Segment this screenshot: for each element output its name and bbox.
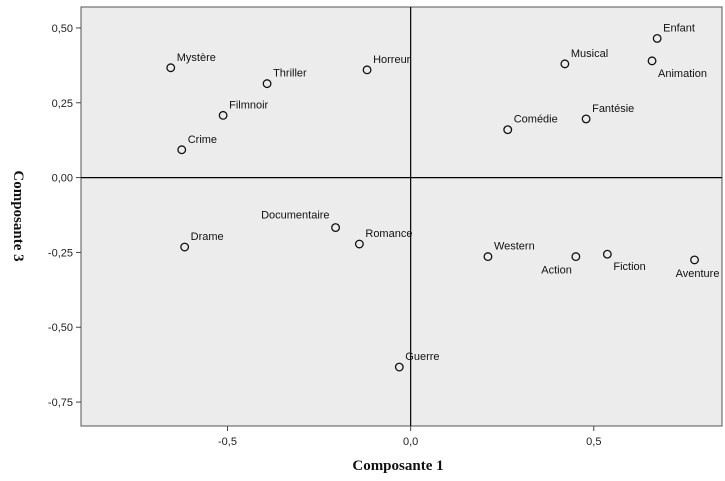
point-label-aventure: Aventure	[676, 268, 720, 280]
point-western	[483, 252, 493, 262]
point-label-action: Action	[541, 265, 572, 277]
point-label-guerre: Guerre	[405, 351, 439, 363]
point-label-drame: Drame	[191, 231, 224, 243]
y-tick-label: 0,25	[52, 98, 73, 110]
point-mystere	[166, 63, 176, 73]
reference-lines	[81, 7, 722, 426]
x-tick-label: 0,0	[403, 436, 418, 448]
point-comedie	[503, 125, 513, 135]
point-label-comedie: Comédie	[514, 114, 558, 126]
point-fiction	[602, 249, 612, 259]
x-tick-label: -0,5	[218, 436, 237, 448]
x-axis-title: Composante 1	[352, 458, 443, 474]
point-romance	[354, 239, 364, 249]
y-tick-label: 0,00	[52, 173, 73, 185]
point-crime	[177, 145, 187, 155]
point-label-musical: Musical	[571, 48, 608, 60]
y-tick-label: -0,75	[48, 397, 73, 409]
y-tick-label: 0,50	[52, 23, 73, 35]
point-label-fantesie: Fantésie	[592, 103, 634, 115]
point-label-fiction: Fiction	[613, 261, 645, 273]
point-label-animation: Animation	[658, 68, 707, 80]
point-label-filmnoir: Filmnoir	[229, 99, 268, 111]
point-horreur	[362, 65, 372, 75]
point-label-thriller: Thriller	[273, 68, 307, 80]
point-label-crime: Crime	[188, 134, 217, 146]
point-label-horreur: Horreur	[373, 54, 411, 66]
point-action	[571, 252, 581, 262]
point-filmnoir	[218, 110, 228, 120]
point-fantesie	[581, 114, 591, 124]
plot-area	[80, 6, 723, 427]
point-enfant	[652, 33, 662, 43]
point-thriller	[262, 79, 272, 89]
point-documentaire	[331, 223, 341, 233]
point-label-romance: Romance	[365, 228, 412, 240]
point-label-documentaire: Documentaire	[261, 210, 329, 222]
point-label-mystere: Mystère	[177, 52, 216, 64]
data-points: Mystère Thriller Horreur Filmnoir Crime Music…	[166, 22, 720, 372]
x-tick-label: 0,5	[586, 436, 601, 448]
y-axis-title: Composante 3	[10, 170, 26, 261]
point-musical	[560, 59, 570, 69]
point-aventure	[690, 255, 699, 265]
point-drame	[180, 242, 190, 252]
point-label-enfant: Enfant	[663, 22, 695, 34]
y-axis-ticks: 0,50 0,25 0,00 -0,25 -0,50 -0,75	[48, 23, 81, 409]
y-tick-label: -0,50	[48, 322, 73, 334]
point-guerre	[394, 362, 404, 372]
point-animation	[647, 56, 657, 66]
y-tick-label: -0,25	[48, 247, 73, 259]
point-label-western: Western	[494, 241, 535, 253]
x-axis-ticks: -0,5 0,0 0,5	[218, 426, 601, 448]
